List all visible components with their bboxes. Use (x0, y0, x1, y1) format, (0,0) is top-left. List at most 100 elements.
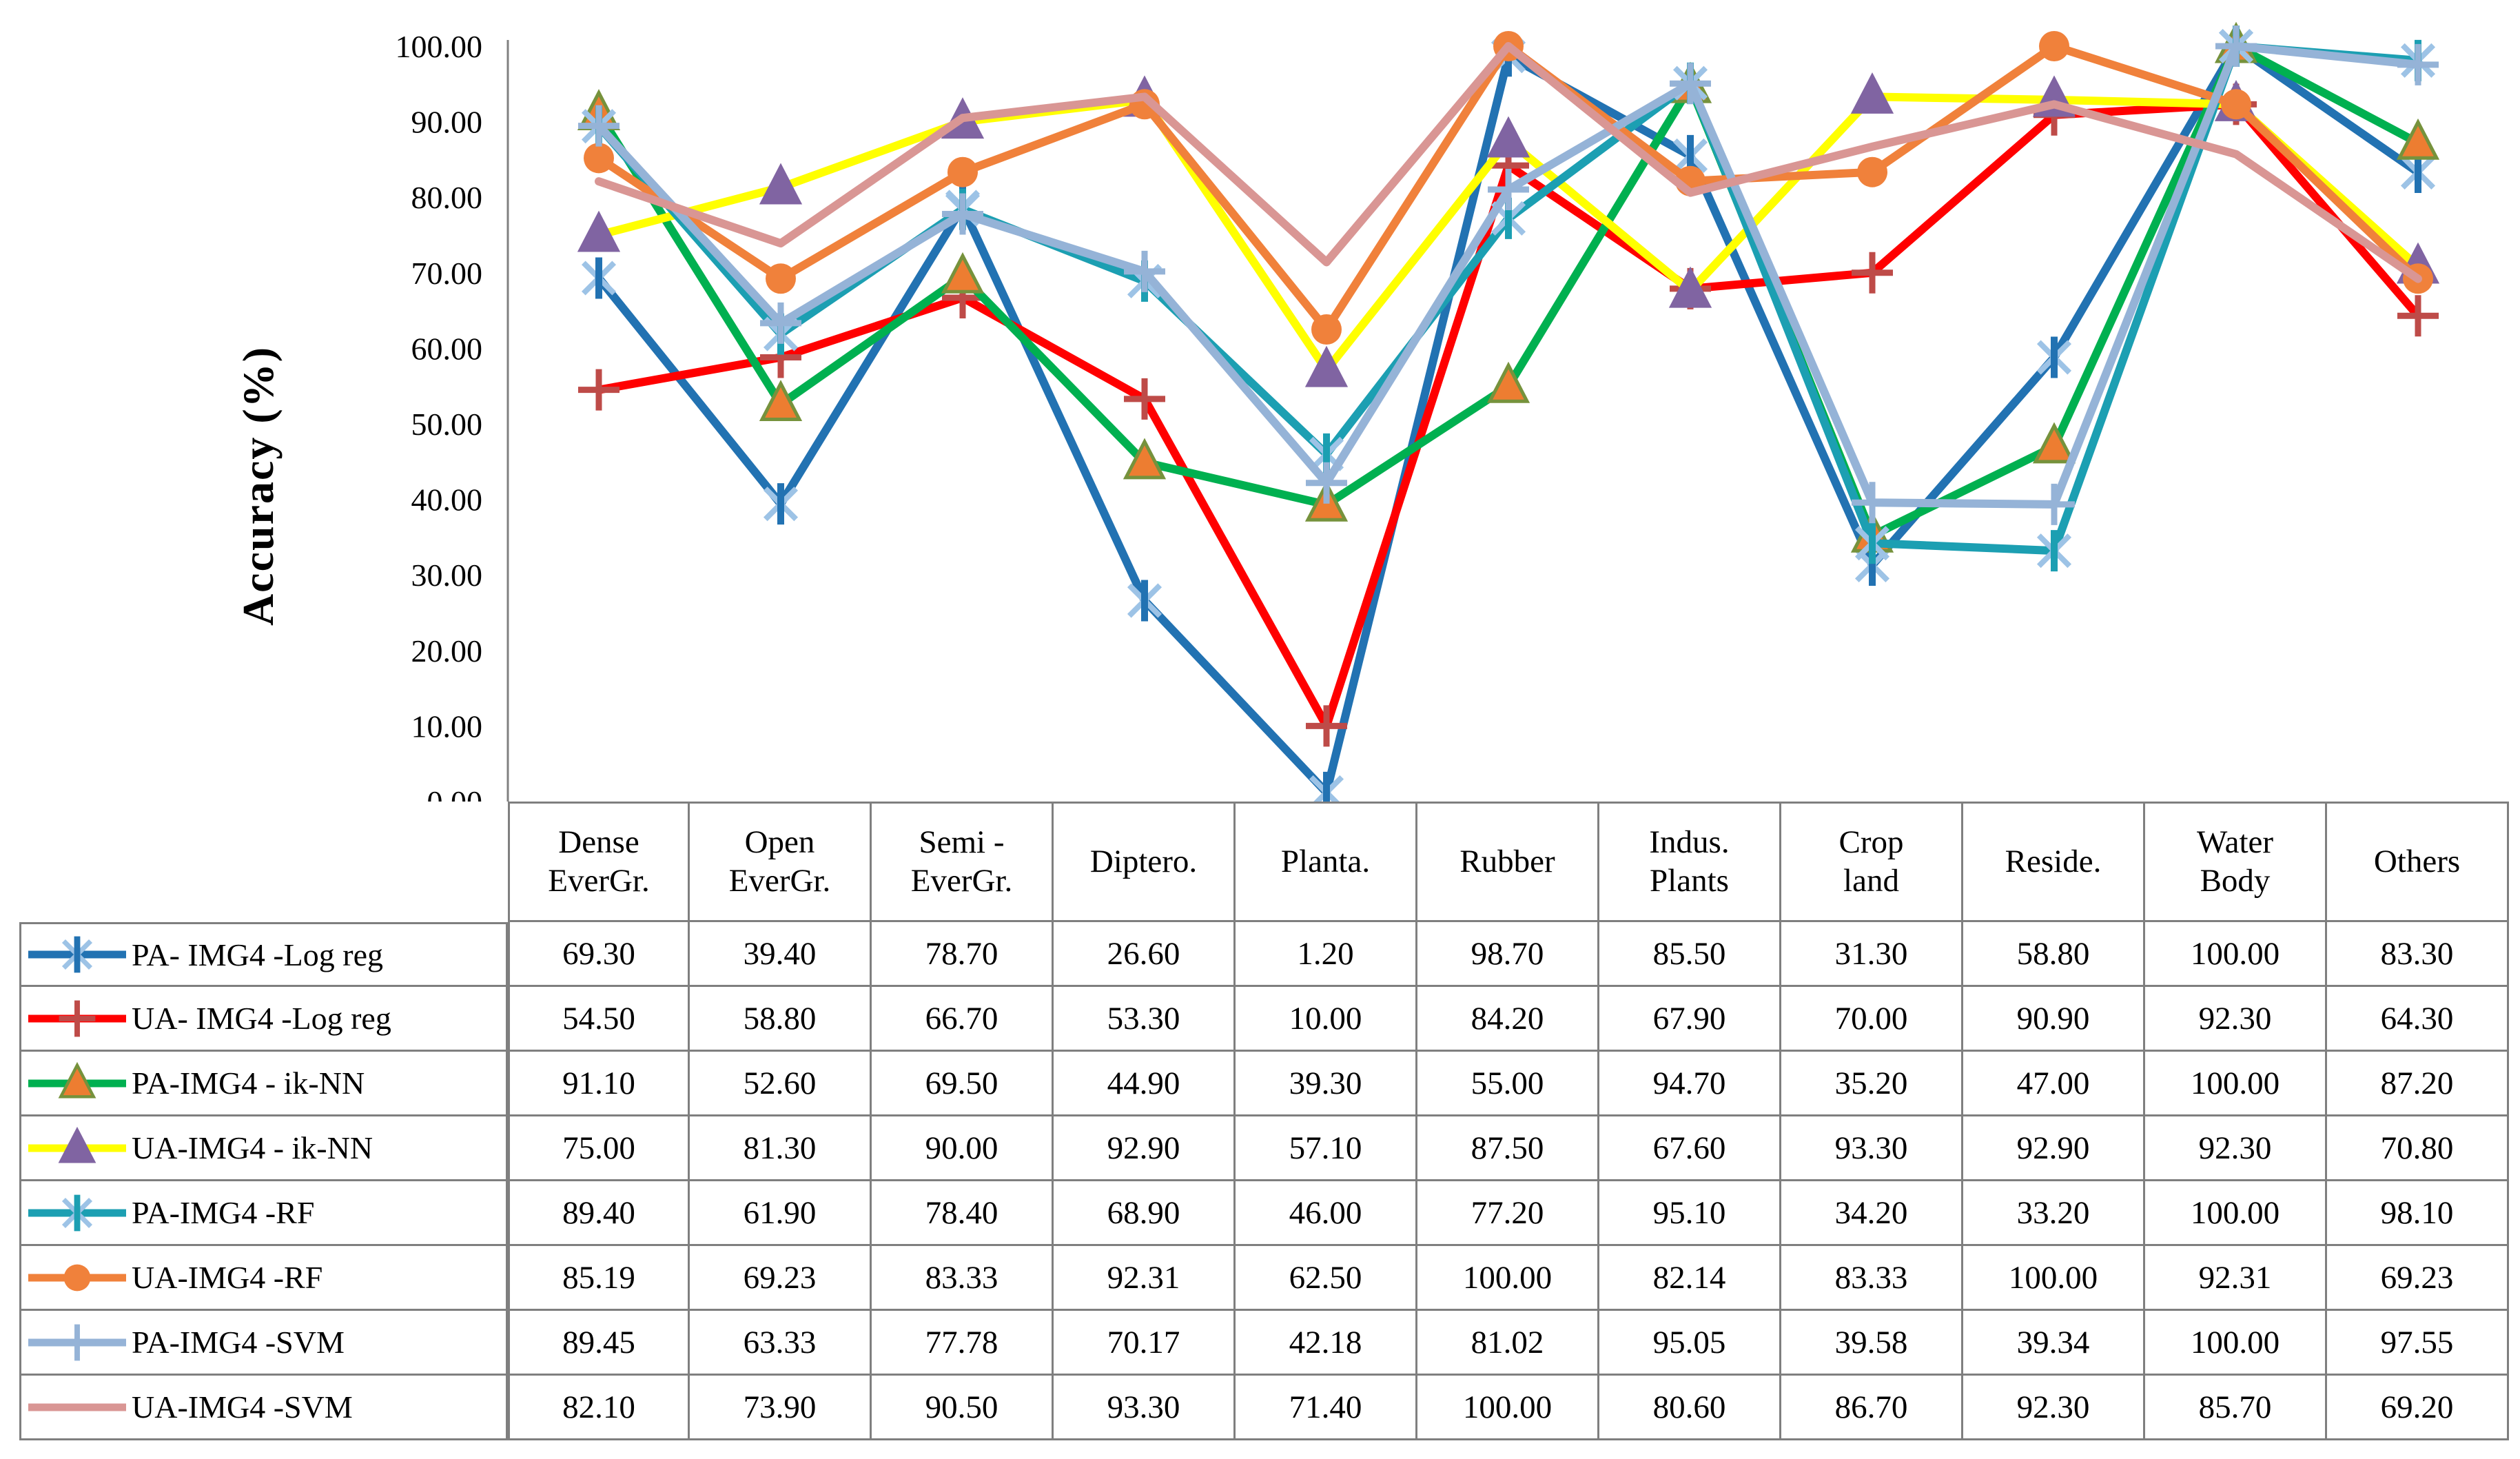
table-value-cell: 66.70 (872, 987, 1054, 1052)
triangle-marker-icon (759, 163, 803, 205)
table-value-cell: 90.50 (872, 1376, 1054, 1440)
table-value-cell: 73.90 (690, 1376, 872, 1440)
table-value-cell: 70.80 (2327, 1116, 2509, 1181)
legend-key-icon (28, 1126, 126, 1163)
table-value-cell: 92.30 (2145, 987, 2327, 1052)
table-value-cell: 100.00 (2145, 1311, 2327, 1376)
y-axis-tick-label: 30.00 (411, 558, 483, 593)
table-value-cell: 89.40 (508, 1181, 690, 1246)
circle-marker-icon (2039, 31, 2069, 61)
table-value-cell: 87.20 (2327, 1052, 2509, 1116)
table-value-cell: 92.31 (1054, 1246, 1236, 1311)
table-value-cell: 58.80 (1963, 922, 2145, 987)
y-axis-tick-label: 50.00 (411, 407, 483, 442)
table-value-cell: 63.33 (690, 1311, 872, 1376)
legend-cell: UA-IMG4 -SVM (19, 1376, 508, 1440)
table-value-cell: 84.20 (1417, 987, 1599, 1052)
table-value-cell: 54.50 (508, 987, 690, 1052)
triangle-marker-icon (58, 1061, 96, 1099)
table-value-cell: 33.20 (1963, 1181, 2145, 1246)
table-value-cell: 87.50 (1417, 1116, 1599, 1181)
table-value-cell: 39.30 (1236, 1052, 1417, 1116)
table-value-cell: 92.31 (2145, 1246, 2327, 1311)
table-value-cell: 64.30 (2327, 987, 2509, 1052)
category-header: Planta. (1236, 802, 1417, 922)
table-value-cell: 67.60 (1599, 1116, 1781, 1181)
table-value-cell: 81.30 (690, 1116, 872, 1181)
circle-marker-icon (766, 263, 796, 294)
triangle-marker-icon (2032, 422, 2076, 464)
triangle-marker-icon (58, 1126, 96, 1163)
table-value-cell: 92.90 (1963, 1116, 2145, 1181)
table-value-cell: 91.10 (508, 1052, 690, 1116)
category-header: Others (2327, 802, 2509, 922)
circle-marker-icon (947, 156, 978, 187)
category-header: Diptero. (1054, 802, 1236, 922)
table-value-cell: 94.70 (1599, 1052, 1781, 1116)
table-value-cell: 67.90 (1599, 987, 1781, 1052)
table-value-cell: 69.50 (872, 1052, 1054, 1116)
category-header: Water Body (2145, 802, 2327, 922)
legend-key-icon (28, 1264, 126, 1291)
legend-series-label: UA-IMG4 -SVM (132, 1389, 353, 1425)
table-value-cell: 98.10 (2327, 1181, 2509, 1246)
table-value-cell: 100.00 (1417, 1376, 1599, 1440)
table-value-cell: 83.33 (1781, 1246, 1963, 1311)
category-header: Rubber (1417, 802, 1599, 922)
table-value-cell: 1.20 (1236, 922, 1417, 987)
table-value-cell: 70.17 (1054, 1311, 1236, 1376)
circle-marker-icon (1857, 156, 1887, 187)
table-value-cell: 47.00 (1963, 1052, 2145, 1116)
table-value-cell: 95.05 (1599, 1311, 1781, 1376)
table-value-cell: 89.45 (508, 1311, 690, 1376)
table-value-cell: 75.00 (508, 1116, 690, 1181)
table-value-cell: 100.00 (2145, 1052, 2327, 1116)
triangle-marker-icon (941, 252, 985, 294)
legend-key-icon (28, 936, 126, 973)
legend-cell: UA-IMG4 -RF (19, 1246, 508, 1311)
legend-key-icon (28, 1000, 126, 1037)
triangle-marker-icon (1486, 116, 1530, 158)
legend-cell: PA-IMG4 - ik-NN (19, 1052, 508, 1116)
triangle-marker-icon (1486, 361, 1530, 403)
table-value-cell: 85.70 (2145, 1376, 2327, 1440)
table-value-cell: 39.58 (1781, 1311, 1963, 1376)
y-axis-tick-label: 90.00 (411, 105, 483, 140)
legend-key-icon (28, 1061, 126, 1099)
table-value-cell: 77.20 (1417, 1181, 1599, 1246)
triangle-marker-icon (2396, 118, 2440, 160)
legend-series-label: UA-IMG4 -RF (132, 1260, 323, 1295)
y-axis-title: Accuracy (%) (234, 345, 283, 626)
category-header: Dense EverGr. (508, 802, 690, 922)
table-value-cell: 69.23 (690, 1246, 872, 1311)
legend-cell: PA- IMG4 -Log reg (19, 922, 508, 987)
table-value-cell: 71.40 (1236, 1376, 1417, 1440)
table-value-cell: 39.34 (1963, 1311, 2145, 1376)
table-value-cell: 85.50 (1599, 922, 1781, 987)
table-value-cell: 58.80 (690, 987, 872, 1052)
table-value-cell: 35.20 (1781, 1052, 1963, 1116)
table-value-cell: 100.00 (1963, 1246, 2145, 1311)
y-axis-tick-label: 70.00 (411, 256, 483, 291)
triangle-marker-icon (759, 380, 803, 422)
table-value-cell: 81.02 (1417, 1311, 1599, 1376)
series-UA-IMG4--SVM (595, 42, 2422, 283)
table-value-cell: 92.90 (1054, 1116, 1236, 1181)
circle-marker-icon (2221, 89, 2251, 120)
table-value-cell: 69.30 (508, 922, 690, 987)
table-value-cell: 95.10 (1599, 1181, 1781, 1246)
table-value-cell: 61.90 (690, 1181, 872, 1246)
table-value-cell: 90.00 (872, 1116, 1054, 1181)
table-corner-spacer (19, 802, 508, 922)
table-value-cell: 80.60 (1599, 1376, 1781, 1440)
table-value-cell: 10.00 (1236, 987, 1417, 1052)
y-axis-tick-label: 40.00 (411, 482, 483, 518)
legend-series-label: PA-IMG4 - ik-NN (132, 1065, 365, 1101)
category-header: Indus. Plants (1599, 802, 1781, 922)
table-value-cell: 69.23 (2327, 1246, 2509, 1311)
chart-data-table: Dense EverGr. Open EverGr. Semi - EverGr. D… (19, 802, 2509, 1440)
triangle-marker-icon (1123, 438, 1167, 480)
triangle-marker-icon (1850, 72, 1894, 114)
legend-cell: PA-IMG4 -RF (19, 1181, 508, 1246)
table-value-cell: 46.00 (1236, 1181, 1417, 1246)
